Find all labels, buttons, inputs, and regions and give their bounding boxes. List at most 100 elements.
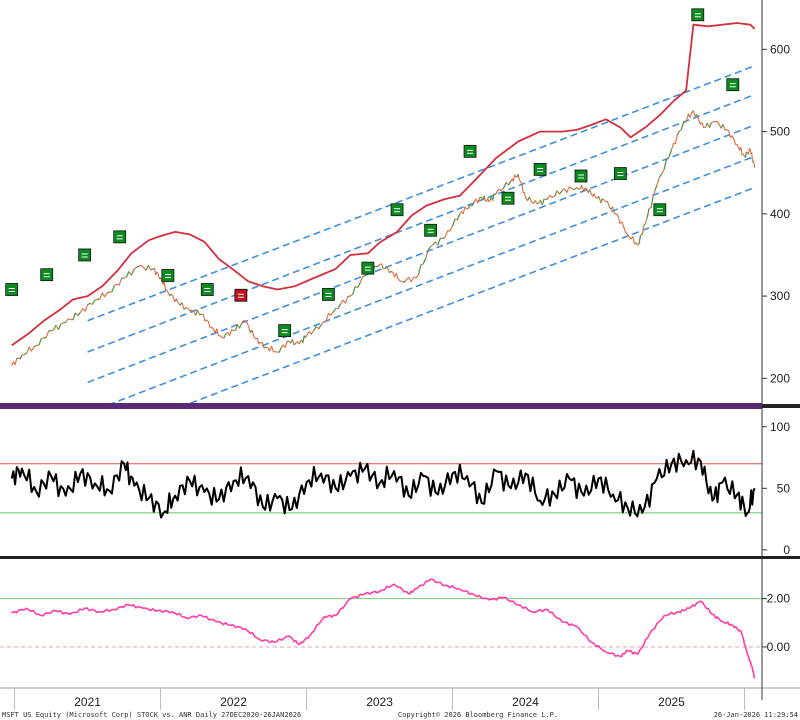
price-up-segment [658,173,663,178]
price-up-segment [482,196,485,201]
price-up-segment [587,189,591,193]
price-up-segment [136,265,139,268]
oscillator-ytick-label: 50 [777,481,791,495]
signal-marker [691,8,705,22]
signal-marker [653,203,667,217]
trend-channel-line [111,155,755,403]
price-up-segment [126,271,130,278]
price-up-segment [573,187,577,191]
price-up-segment [680,123,684,130]
signal-marker [361,261,375,275]
price-up-segment [503,182,507,189]
signal-marker [113,230,127,244]
price-up-segment [357,282,361,288]
price-up-segment [654,184,658,191]
signal-marker [390,203,404,217]
price-up-segment [111,285,115,293]
price-panel: 600 500 400 300 200 [5,8,790,403]
price-up-segment [77,312,81,316]
price-up-segment [663,158,668,170]
signal-marker-box [533,163,547,176]
price-up-segment [304,335,308,338]
anr-series [11,578,756,679]
signal-marker [614,167,627,180]
oscillator-series [10,449,756,519]
signal-marker-box [501,191,515,205]
price-up-segment [87,302,91,306]
price-up-segment [97,298,100,300]
signal-marker-box [161,269,175,282]
signal-marker-box [726,78,740,92]
price-up-segment [638,235,641,244]
price-up-segment [646,208,650,218]
footer-timestamp: 26-Jan-2026 11:29:54 [714,711,798,719]
price-up-segment [72,312,76,320]
price-up-segment [596,196,600,199]
signal-marker-box [234,288,248,302]
price-up-segment [705,122,708,128]
signal-marker [40,268,54,282]
price-up-segment [234,324,238,331]
price-up-segment [744,152,747,158]
price-up-segment [456,213,461,220]
signal-marker [463,144,477,158]
price-up-segment [494,192,497,195]
price-up-segment [223,333,227,339]
year-label: 2021 [74,695,101,709]
price-up-segment [238,323,242,329]
price-up-segment [249,329,253,334]
trend-channel-line [87,124,755,384]
price-up-segment [145,265,149,271]
signal-marker-box [40,268,54,282]
price-up-segment [650,196,654,208]
price-up-segment [516,174,519,178]
signal-marker-box [361,261,375,275]
price-up-segment [179,302,183,306]
panel-divider-axis [762,404,800,408]
price-up-segment [508,180,512,186]
price-up-segment [57,324,62,330]
price-up-segment [302,335,305,343]
price-up-segment [437,237,441,246]
panel-divider [0,556,800,559]
price-up-segment [684,120,687,123]
price-up-segment [293,342,297,346]
signal-marker-box [691,8,705,22]
signal-marker [234,288,248,302]
price-up-segment [290,339,293,344]
price-up-segment [150,268,154,271]
price-up-segment [600,198,603,203]
price-ytick-label: 300 [770,289,790,303]
price-up-segment [559,190,563,195]
price-up-segment [471,202,475,207]
signal-marker-box [5,283,19,296]
price-up-segment [452,218,456,227]
price-up-segment [24,352,28,355]
price-up-segment [526,196,530,201]
price-up-segment [541,198,545,205]
oscillator-ytick-label: 0 [783,543,790,557]
signal-marker-box [322,288,335,301]
year-label: 2025 [658,695,685,709]
price-plot-area [5,8,756,403]
footer-description: MSFT US Equity (Microsoft Corp) STOCK vs… [2,711,301,719]
oscillator-plot-area [0,449,762,519]
anr-panel: 2.00 0.00 [0,578,790,679]
footer-copyright: Copyright© 2026 Bloomberg Finance L.P. [398,711,558,719]
price-up-segment [492,194,495,201]
signal-marker-box [200,283,214,296]
trend-channel-line [87,93,755,353]
price-up-segment [130,269,135,276]
oscillator-panel: 100 50 0 [0,420,790,557]
price-up-segment [720,124,724,129]
price-up-segment [750,152,753,155]
price-up-segment [376,264,380,268]
signal-marker [726,78,740,92]
price-ytick-label: 600 [770,42,790,56]
price-up-segment [91,299,96,305]
signal-marker-box [614,167,627,180]
price-up-segment [352,286,356,295]
price-up-segment [169,293,172,297]
anr-plot-area [0,578,762,679]
signal-marker [501,191,515,205]
